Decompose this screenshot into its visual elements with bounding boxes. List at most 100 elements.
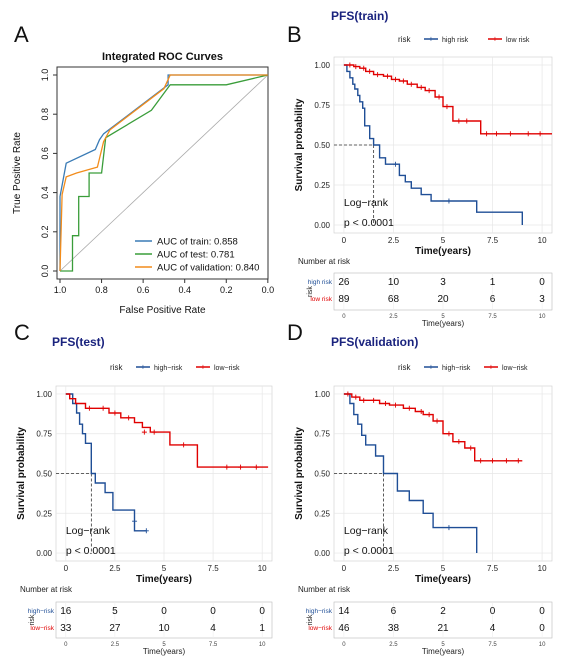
train-risk-count: 0 [539, 277, 545, 288]
test-risk-time-tick: 10 [259, 642, 266, 648]
train-censor-mark [400, 78, 406, 84]
roc-y-axis-label: True Positive Rate [12, 132, 23, 214]
train-censor-mark [353, 64, 359, 70]
test-risk-time-tick: 2.5 [111, 642, 120, 648]
test-risk-count: 10 [158, 623, 170, 634]
validation-risk-time-tick: 2.5 [389, 642, 398, 648]
test-risk-count: 27 [109, 623, 121, 634]
train-pvalue-label: p < 0.0001 [344, 217, 394, 229]
roc-x-tick-label: 0.8 [95, 285, 108, 295]
validation-risk-count: 0 [490, 606, 496, 617]
test-km-curve-low-risk [65, 393, 269, 468]
train-legend-label: low risk [506, 37, 530, 44]
test-risk-row-label: high−risk [28, 608, 55, 615]
validation-x-axis-label: Time(years) [415, 574, 471, 585]
test-risk-count: 16 [60, 606, 72, 617]
roc-curve-test [60, 74, 268, 272]
panel-letter-D: D [287, 320, 303, 345]
validation-x-tick-label: 5 [441, 564, 446, 573]
validation-title: PFS(validation) [331, 335, 418, 349]
validation-censor-mark [468, 445, 474, 451]
validation-censor-mark [371, 397, 377, 403]
test-y-tick-label: 1.00 [36, 390, 52, 399]
train-risk-count: 26 [338, 277, 350, 288]
roc-x-tick-label: 1.0 [54, 285, 67, 295]
validation-legend-cross: + [429, 363, 434, 372]
validation-risk-count: 0 [539, 606, 545, 617]
train-y-tick-label: 0.75 [314, 101, 330, 110]
test-censor-mark [112, 410, 118, 416]
train-risk-time-tick: 7.5 [488, 314, 497, 320]
train-x-tick-label: 10 [538, 236, 547, 245]
test-censor-mark [238, 464, 244, 470]
validation-legend-label: low−risk [502, 365, 528, 372]
validation-risk-row-label: high−risk [306, 608, 333, 615]
validation-censor-mark [383, 401, 389, 406]
test-title: PFS(test) [52, 335, 105, 349]
validation-y-axis-label: Survival probability [294, 427, 305, 520]
validation-risk-time-tick: 5 [441, 642, 445, 648]
validation-censor-mark [515, 458, 521, 464]
test-risk-row-label: low−risk [30, 625, 54, 632]
train-censor-mark [347, 62, 353, 68]
panel-letter-C: C [14, 320, 30, 345]
train-x-tick-label: 0 [342, 236, 347, 245]
train-censor-mark [484, 131, 490, 137]
validation-censor-mark [456, 439, 462, 445]
test-risk-count: 0 [210, 606, 216, 617]
train-legend-label: high risk [442, 37, 469, 44]
roc-y-tick-label: 0.6 [40, 147, 50, 160]
test-censor-mark [143, 528, 149, 534]
train-x-tick-label: 2.5 [388, 236, 400, 245]
roc-y-tick-label: 0.2 [40, 226, 50, 239]
validation-censor-mark [345, 391, 351, 397]
test-legend-cross: + [141, 363, 146, 372]
test-logrank-label: Log−rank [66, 525, 111, 537]
validation-y-tick-label: 1.00 [314, 390, 330, 399]
roc-y-tick-label: 0.4 [40, 186, 50, 199]
validation-y-tick-label: 0.75 [314, 430, 330, 439]
validation-y-tick-label: 0.00 [314, 549, 330, 558]
train-legend-cross: + [493, 35, 498, 44]
test-risk-time-tick: 0 [64, 642, 68, 648]
test-x-tick-label: 5 [162, 564, 167, 573]
test-x-axis-label: Time(years) [136, 574, 192, 585]
validation-y-tick-label: 0.25 [314, 509, 330, 518]
test-x-tick-label: 0 [64, 564, 69, 573]
test-y-axis-label: Survival probability [16, 427, 27, 520]
validation-censor-mark [503, 458, 509, 464]
test-censor-mark [126, 415, 132, 421]
train-censor-mark [367, 68, 373, 74]
test-risk-time-tick: 5 [162, 642, 166, 648]
validation-x-tick-label: 10 [538, 564, 547, 573]
train-censor-mark [507, 131, 513, 137]
test-censor-mark [224, 464, 230, 470]
train-y-tick-label: 1.00 [314, 61, 330, 70]
test-legend-title: risk [110, 363, 123, 372]
train-censor-mark [418, 84, 424, 90]
validation-censor-mark [446, 525, 452, 531]
test-risk-count: 0 [259, 606, 265, 617]
roc-plot-frame [56, 66, 269, 280]
test-pvalue-label: p < 0.0001 [66, 545, 116, 557]
test-censor-mark [100, 405, 106, 411]
train-km-curve-low-risk [343, 64, 552, 135]
validation-risk-count: 21 [437, 623, 449, 634]
validation-censor-mark [434, 418, 440, 424]
validation-censor-mark [353, 394, 359, 400]
validation-risk-time-tick: 7.5 [488, 642, 497, 648]
train-risk-row-label: high risk [308, 279, 333, 286]
validation-censor-mark [361, 397, 367, 403]
test-risk-table-xlabel: Time(years) [143, 647, 186, 656]
train-risk-count: 1 [490, 277, 496, 288]
train-censor-mark [444, 104, 450, 110]
validation-risk-time-tick: 0 [342, 642, 346, 648]
train-y-tick-label: 0.00 [314, 221, 330, 230]
train-censor-mark [537, 131, 543, 137]
test-censor-mark [141, 429, 147, 435]
validation-censor-mark [490, 458, 496, 464]
validation-risk-count: 0 [539, 623, 545, 634]
validation-censor-mark [418, 408, 424, 414]
test-legend-label: low−risk [214, 365, 240, 372]
test-km-curve-high-risk [65, 393, 147, 532]
